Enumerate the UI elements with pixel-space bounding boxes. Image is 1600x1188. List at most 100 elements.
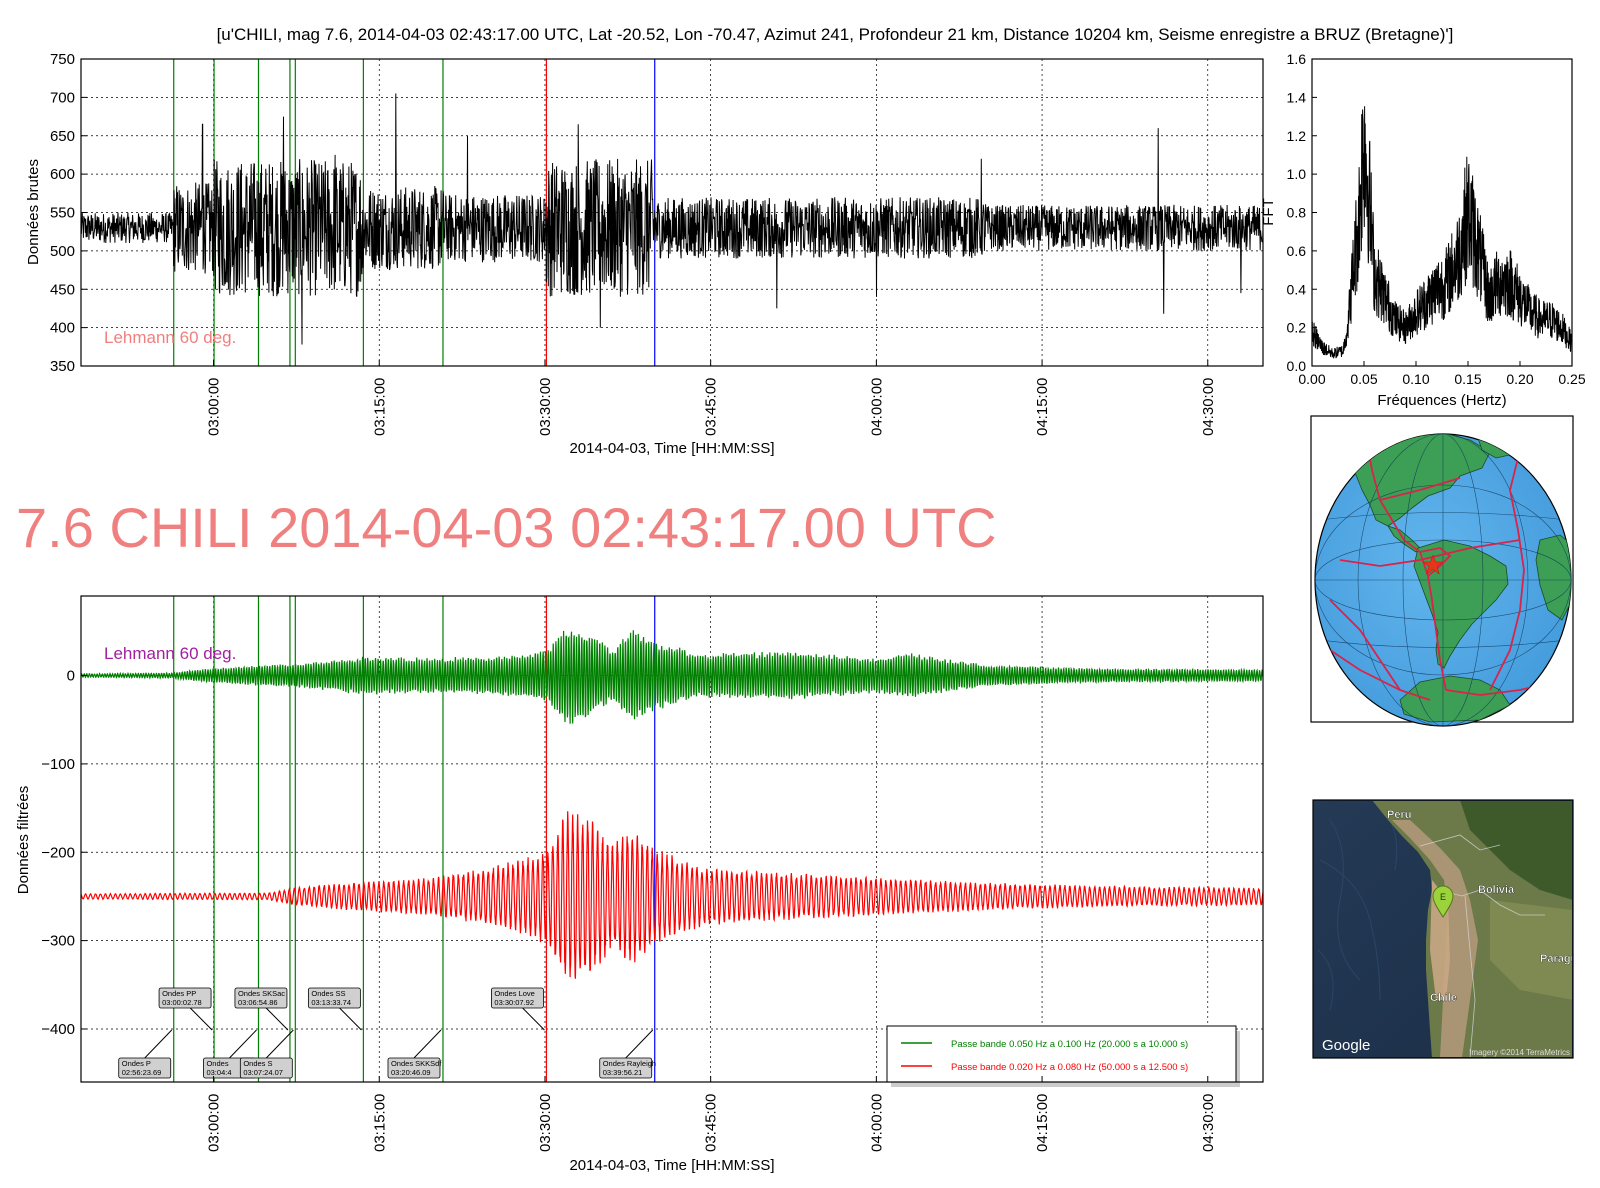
fft-y-tick-label: 1.4 (1287, 89, 1307, 105)
fft-y-tick-label: 1.0 (1287, 166, 1307, 182)
fft-y-tick-label: 0.0 (1287, 358, 1307, 374)
big-title: 7.6 CHILI 2014-04-03 02:43:17.00 UTC (16, 496, 997, 559)
fft-y-tick-label: 0.4 (1287, 281, 1307, 297)
filtered-axes-frame (80, 595, 1264, 1083)
raw-y-tick-label: 550 (50, 205, 75, 222)
filtered-x-tick-label: 04:00:00 (868, 1094, 885, 1152)
red-band-trace (81, 811, 1263, 979)
phase-label: Ondes S03:07:24.07 (239, 1029, 294, 1079)
phase-label-name: Ondes Rayleigh (603, 1059, 656, 1068)
phase-label-arrow (339, 1007, 362, 1031)
raw-x-tick-label: 03:00:00 (206, 378, 223, 436)
filtered-x-tick-label: 04:15:00 (1034, 1094, 1051, 1152)
raw-trace (81, 93, 1263, 345)
raw-y-tick-label: 450 (50, 281, 75, 298)
raw-y-tick-label: 600 (50, 166, 75, 183)
phase-label-time: 02:56:23.69 (122, 1068, 162, 1077)
phase-label-name: Ondes PP (162, 989, 196, 998)
legend: Passe bande 0.050 Hz a 0.100 Hz (20.000 … (886, 1025, 1240, 1087)
filtered-y-tick-label: 0 (67, 668, 75, 685)
raw-x-label: 2014-04-03, Time [HH:MM:SS] (569, 440, 774, 457)
phase-label-name: Ondes Love (494, 989, 534, 998)
raw-y-tick-label: 400 (50, 320, 75, 337)
raw-y-tick-label: 750 (50, 51, 75, 68)
fft-y-tick-label: 1.2 (1287, 128, 1307, 144)
green-band-trace (81, 630, 1263, 724)
phase-label-box (234, 987, 288, 1009)
phase-label-arrow (229, 1029, 257, 1059)
phase-label-time: 03:30:07.92 (494, 998, 534, 1007)
phase-label-arrow (265, 1029, 294, 1059)
phase-label-box (599, 1057, 653, 1079)
filtered-x-tick-label: 03:15:00 (371, 1094, 388, 1152)
ocean-ridges (1317, 819, 1398, 1011)
filtered-y-ticks: 0 −100 −200 −300 −400 (41, 668, 87, 1038)
location-pin-label: E (1440, 892, 1446, 902)
phase-label-box (239, 1057, 293, 1079)
phase-label-name: Ondes SS (311, 989, 345, 998)
raw-lehmann-label: Lehmann 60 deg. (104, 328, 236, 347)
filtered-y-tick-label: −200 (41, 844, 75, 861)
phase-label-name: Ondes SKSac (238, 989, 285, 998)
fft-x-ticks: 0.00 0.05 0.10 0.15 0.20 0.25 (1298, 361, 1586, 387)
phase-label-box (158, 987, 212, 1009)
phase-label-box (387, 1057, 441, 1079)
phase-label-time: 03:00:02.78 (162, 998, 202, 1007)
fft-x-tick-label: 0.20 (1506, 371, 1533, 387)
phase-label-time: 03:13:33.74 (311, 998, 351, 1007)
phase-label-time: 03:39:56.21 (603, 1068, 643, 1077)
fft-y-tick-label: 1.6 (1287, 51, 1307, 67)
map-label-chile: Chile (1430, 992, 1457, 1004)
raw-y-ticks: 350 400 450 500 550 600 650 700 750 (50, 51, 87, 375)
raw-y-tick-label: 350 (50, 358, 75, 375)
fft-x-tick-label: 0.15 (1454, 371, 1481, 387)
andes-range (1392, 820, 1478, 1057)
filtered-y-tick-label: −400 (41, 1021, 75, 1038)
raw-x-tick-label: 03:15:00 (371, 378, 388, 436)
raw-y-label: Données brutes (25, 159, 42, 265)
google-logo: Google (1322, 1037, 1370, 1054)
phase-label-time: 03:07:24.07 (243, 1068, 283, 1077)
globe-map (1310, 415, 1574, 727)
fft-x-tick-label: 0.25 (1558, 371, 1585, 387)
phase-label-name: Ondes SKKSdf (391, 1059, 442, 1068)
fft-panel: 0.0 0.2 0.4 0.6 0.8 1.0 1.2 1.4 1.6 0.00 0.05 0.10… (1260, 51, 1586, 409)
phase-label-arrow (144, 1029, 173, 1059)
filtered-lehmann-label: Lehmann 60 deg. (104, 644, 236, 663)
raw-x-tick-label: 04:15:00 (1034, 378, 1051, 436)
fft-y-label: FFT (1260, 198, 1277, 226)
figure-title: [u'CHILI, mag 7.6, 2014-04-03 02:43:17.0… (217, 25, 1454, 44)
amazon-forest (1460, 801, 1572, 900)
phase-label-box (118, 1057, 172, 1079)
raw-y-tick-label: 700 (50, 89, 75, 106)
raw-y-tick-label: 650 (50, 128, 75, 145)
raw-y-tick-label: 500 (50, 243, 75, 260)
filtered-panel: Lehmann 60 deg. Ondes P02:56:23.69Ondes … (15, 595, 1264, 1174)
fft-trace (1312, 106, 1572, 359)
africa-landmass (1535, 534, 1571, 621)
filtered-x-tick-label: 04:30:00 (1200, 1094, 1217, 1152)
fft-y-tick-label: 0.8 (1287, 205, 1307, 221)
chaco-plain (1490, 900, 1572, 1000)
raw-x-tick-label: 03:45:00 (703, 378, 720, 436)
filtered-x-tick-label: 03:00:00 (206, 1094, 223, 1152)
map-label-peru: Peru (1387, 809, 1411, 821)
phase-label-time: 03:06:54.86 (238, 998, 278, 1007)
epicenter-star-icon (1422, 554, 1444, 575)
phase-label-name: Ondes P (122, 1059, 151, 1068)
country-borders (1419, 834, 1545, 1057)
legend-red-label: Passe bande 0.020 Hz a 0.080 Hz (50.000 … (951, 1062, 1188, 1073)
fft-y-tick-label: 0.2 (1287, 320, 1307, 336)
phase-label-box (491, 987, 544, 1009)
phase-label: Ondes P02:56:23.69 (118, 1029, 173, 1079)
raw-x-ticks: 03:00:00 03:15:00 03:30:00 03:45:00 04:00:00… (206, 360, 1217, 436)
phase-label-time: 03:04:4 (206, 1068, 231, 1077)
map-label-bolivia: Bolivia (1478, 884, 1515, 896)
fft-y-tick-label: 0.6 (1287, 243, 1307, 259)
filtered-x-ticks: 03:00:00 03:15:00 03:30:00 03:45:00 04:00:00… (206, 1076, 1217, 1152)
